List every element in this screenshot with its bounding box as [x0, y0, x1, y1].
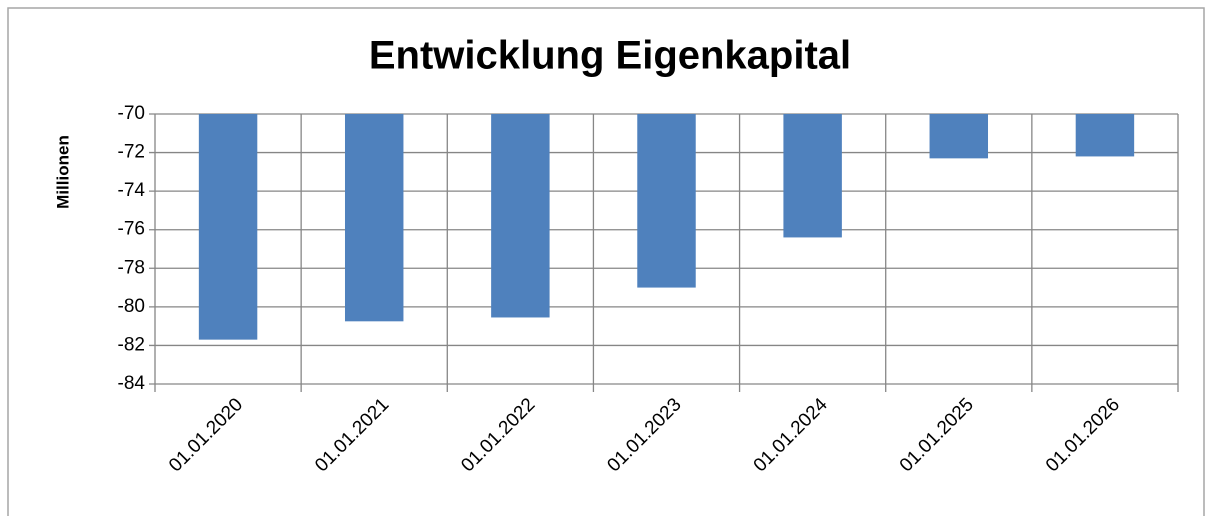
- y-tick-label: -76: [118, 219, 145, 240]
- y-tick-label: -74: [118, 180, 146, 201]
- bar: [1075, 114, 1135, 157]
- y-tick-label: -80: [118, 296, 145, 317]
- bar: [783, 114, 842, 238]
- bar: [344, 114, 404, 322]
- y-tick-label: -70: [118, 103, 145, 124]
- bar: [491, 114, 550, 318]
- chart-title: Entwicklung Eigenkapital: [369, 34, 851, 78]
- y-tick-label: -72: [118, 142, 145, 163]
- y-tick-label: -82: [118, 334, 145, 355]
- y-tick-label: -84: [118, 373, 146, 394]
- bar: [198, 114, 258, 340]
- bar: [929, 114, 989, 159]
- bar: [637, 114, 696, 288]
- y-tick-label: -78: [118, 257, 145, 278]
- y-axis-label: Millionen: [53, 135, 72, 209]
